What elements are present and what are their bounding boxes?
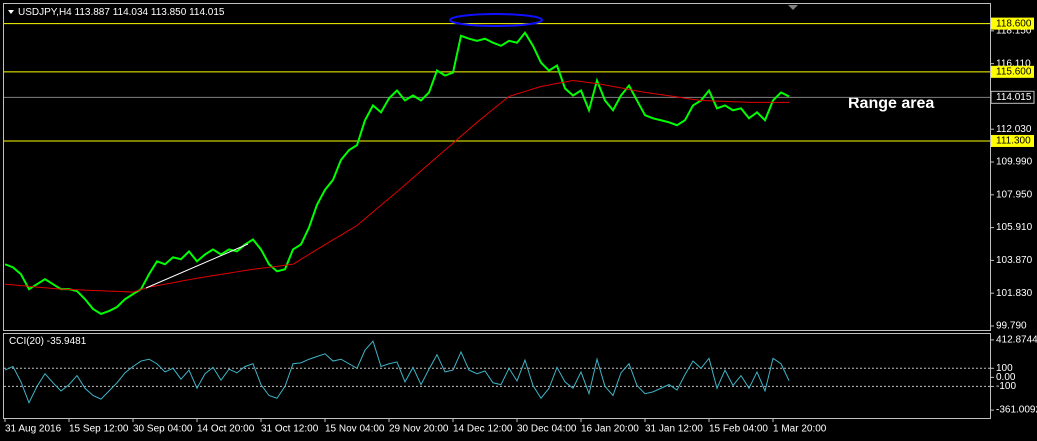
low: 113.850 — [151, 7, 187, 18]
y-tick-label: 100 — [996, 363, 1013, 374]
level-label: 118.600 — [996, 18, 1032, 29]
high: 114.034 — [113, 7, 149, 18]
x-tick-label: 16 Jan 20:00 — [581, 424, 639, 435]
current-price-label: 114.015 — [996, 92, 1032, 103]
y-tick-label: 0.00 — [996, 372, 1016, 383]
close: 114.015 — [189, 7, 225, 18]
cci-panel-border — [3, 333, 991, 419]
chart-header: USDJPY,H4 113.887 114.034 113.850 114.01… — [18, 7, 225, 18]
symbol: USDJPY,H4 — [18, 7, 72, 18]
x-tick-label: 15 Sep 12:00 — [69, 424, 129, 435]
x-tick-label: 14 Oct 20:00 — [197, 424, 255, 435]
shift-marker — [788, 5, 798, 10]
level-label-box — [991, 134, 1034, 147]
y-tick-label: 116.110 — [996, 58, 1031, 69]
main-panel-border — [3, 3, 991, 331]
series-line — [4, 80, 789, 293]
current-price-box — [990, 90, 1035, 104]
x-tick-label: 31 Jan 12:00 — [645, 424, 703, 435]
y-tick-label: 118.150 — [996, 25, 1032, 36]
y-tick-label: -361.0092 — [996, 405, 1037, 416]
y-tick-label: 101.830 — [996, 288, 1033, 299]
series-line — [4, 31, 790, 316]
level-label: 115.600 — [996, 66, 1032, 77]
x-tick-label: 29 Nov 20:00 — [389, 424, 449, 435]
y-tick-label: 103.870 — [996, 255, 1033, 266]
series-line — [4, 340, 790, 405]
marks: 118.150 116.110 112.030 109.990 107.950 105.9… — [4, 17, 1037, 435]
annotation: Range area — [848, 95, 934, 112]
top-ellipse — [449, 13, 543, 27]
y-tick-label: 112.030 — [996, 124, 1032, 135]
x-tick-label: 30 Dec 04:00 — [517, 424, 577, 435]
cci-header: CCI(20) -35.9481 — [9, 336, 87, 347]
y-tick-label: 109.990 — [996, 157, 1033, 168]
level-label-box — [991, 17, 1034, 30]
open: 113.887 — [75, 7, 111, 18]
x-tick-label: 14 Dec 12:00 — [453, 424, 513, 435]
x-tick-label: 31 Oct 12:00 — [261, 424, 319, 435]
x-tick-label: 1 Mar 20:00 — [773, 424, 827, 435]
level-label-box — [991, 65, 1034, 78]
y-tick-label: 99.790 — [996, 321, 1027, 332]
menu-arrow — [8, 10, 14, 14]
y-tick-label: 105.910 — [996, 222, 1033, 233]
x-tick-label: 30 Sep 04:00 — [133, 424, 193, 435]
trend-line — [145, 243, 249, 289]
x-tick-label: 15 Nov 04:00 — [325, 424, 385, 435]
y-tick-label: 412.8744 — [996, 335, 1037, 346]
y-tick-label: -100 — [996, 381, 1016, 392]
x-tick-label: 31 Aug 2016 — [5, 424, 62, 435]
cci-value: -35.9481 — [47, 336, 87, 347]
x-tick-label: 15 Feb 04:00 — [709, 424, 768, 435]
y-tick-label: 107.950 — [996, 189, 1033, 200]
cci-title: CCI(20) — [9, 336, 44, 347]
level-label: 111.300 — [996, 136, 1031, 147]
